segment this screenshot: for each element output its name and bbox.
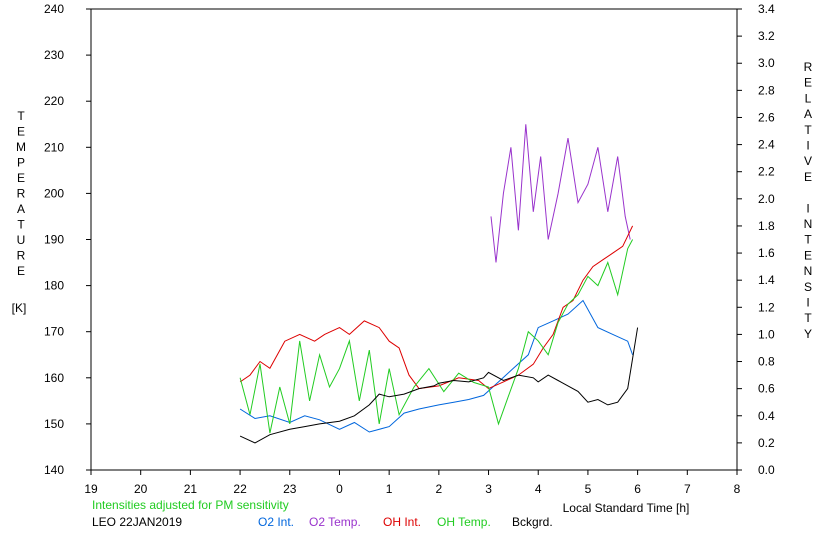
right-tick-label: 1.2	[758, 300, 775, 314]
x-tick-label: 2	[436, 482, 443, 496]
right-tick-label: 0.6	[758, 382, 775, 396]
axis-title-letter: S	[804, 280, 812, 294]
right-tick-label: 0.0	[758, 463, 775, 477]
x-tick-label: 4	[535, 482, 542, 496]
axis-title-letter: Y	[804, 327, 812, 341]
x-tick-label: 1	[386, 482, 393, 496]
legend-item: OH Int.	[383, 515, 421, 529]
right-tick-label: 2.8	[758, 83, 775, 97]
left-axis-ticks: 140 150 160 170 180 190 200 210 220 230 240	[44, 2, 91, 477]
legend: O2 Int. O2 Temp. OH Int. OH Temp. Bckgrd.	[258, 515, 553, 529]
right-tick-label: 0.4	[758, 409, 775, 423]
right-axis-ticks: 0.0 0.2 0.4 0.6 0.8 1.0 1.2 1.4 1.6 1.8 2.0 2.2 2.4 2…	[737, 2, 775, 477]
axis-title-letter: T	[17, 218, 25, 232]
legend-item: OH Temp.	[437, 515, 491, 529]
right-tick-label: 1.6	[758, 246, 775, 260]
left-tick-label: 240	[44, 2, 64, 16]
axis-title-letter: T	[804, 311, 812, 325]
axis-title-letter: U	[17, 233, 26, 247]
left-tick-label: 190	[44, 233, 64, 247]
x-tick-label: 8	[734, 482, 741, 496]
series-line-o2-temp	[490, 124, 631, 263]
plot-frame	[90, 8, 738, 471]
right-tick-label: 2.6	[758, 110, 775, 124]
right-tick-label: 2.2	[758, 165, 775, 179]
axis-title-letter: E	[17, 264, 25, 278]
left-tick-label: 180	[44, 279, 64, 293]
x-tick-label: 23	[283, 482, 297, 496]
axis-title-letter: E	[17, 171, 25, 185]
axis-title-letter: P	[17, 156, 25, 170]
axis-title-letter: E	[804, 170, 812, 184]
axis-title-letter: R	[804, 60, 813, 74]
axis-title-letter: N	[804, 217, 813, 231]
left-tick-label: 150	[44, 417, 64, 431]
axis-title-letter: R	[17, 249, 26, 263]
axis-title-letter: A	[804, 107, 812, 121]
series-line-oh-int	[239, 225, 634, 390]
axis-title-letter: T	[804, 123, 812, 137]
legend-item: O2 Int.	[258, 515, 294, 529]
axis-title-letter: E	[17, 125, 25, 139]
right-tick-label: 2.0	[758, 192, 775, 206]
series-line-bckgrd	[239, 327, 639, 444]
axis-title-letter: V	[804, 154, 812, 168]
series-line-oh-temp	[239, 239, 634, 434]
x-tick-label: 20	[134, 482, 148, 496]
left-tick-label: 160	[44, 371, 64, 385]
x-tick-label: 19	[84, 482, 98, 496]
x-tick-label: 22	[233, 482, 247, 496]
x-tick-label: 3	[485, 482, 492, 496]
right-tick-label: 1.0	[758, 327, 775, 341]
right-tick-label: 2.4	[758, 138, 775, 152]
series-line-o2-int	[239, 299, 634, 433]
left-tick-label: 170	[44, 325, 64, 339]
right-tick-label: 0.2	[758, 436, 775, 450]
left-tick-label: 210	[44, 140, 64, 154]
axis-title-letter: R	[17, 187, 26, 201]
note-text: Intensities adjusted for PM sensitivity	[92, 498, 289, 512]
right-tick-label: 1.8	[758, 219, 775, 233]
x-tick-label: 7	[684, 482, 691, 496]
axis-title-letter: E	[804, 248, 812, 262]
x-axis-label: Local Standard Time [h]	[563, 501, 690, 515]
x-axis-ticks: 19 20 21 22 23 0 1 2 3 4 5 6 7 8	[84, 470, 741, 496]
series-layer	[239, 124, 639, 444]
right-tick-label: 3.0	[758, 56, 775, 70]
axis-title-letter: I	[806, 139, 809, 153]
left-axis-unit: [K]	[12, 301, 27, 315]
axis-title-letter: I	[806, 296, 809, 310]
legend-item: O2 Temp.	[309, 515, 361, 529]
right-tick-label: 1.4	[758, 273, 775, 287]
axis-title-letter: A	[17, 202, 25, 216]
x-tick-label: 21	[184, 482, 198, 496]
axis-title-letter: I	[806, 201, 809, 215]
station-label: LEO 22JAN2019	[92, 515, 182, 529]
x-tick-label: 6	[634, 482, 641, 496]
right-tick-label: 0.8	[758, 355, 775, 369]
x-tick-label: 0	[336, 482, 343, 496]
legend-item: Bckgrd.	[512, 515, 553, 529]
right-tick-label: 3.4	[758, 2, 775, 16]
left-tick-label: 200	[44, 186, 64, 200]
left-tick-label: 230	[44, 48, 64, 62]
right-tick-label: 3.2	[758, 29, 775, 43]
left-tick-label: 220	[44, 94, 64, 108]
axis-title-letter: T	[17, 109, 25, 123]
axis-title-letter: L	[805, 91, 812, 105]
axis-title-letter: M	[16, 140, 26, 154]
x-tick-label: 5	[585, 482, 592, 496]
axis-title-letter: N	[804, 264, 813, 278]
left-tick-label: 140	[44, 463, 64, 477]
axis-title-letter: T	[804, 233, 812, 247]
axis-title-letter: E	[804, 76, 812, 90]
